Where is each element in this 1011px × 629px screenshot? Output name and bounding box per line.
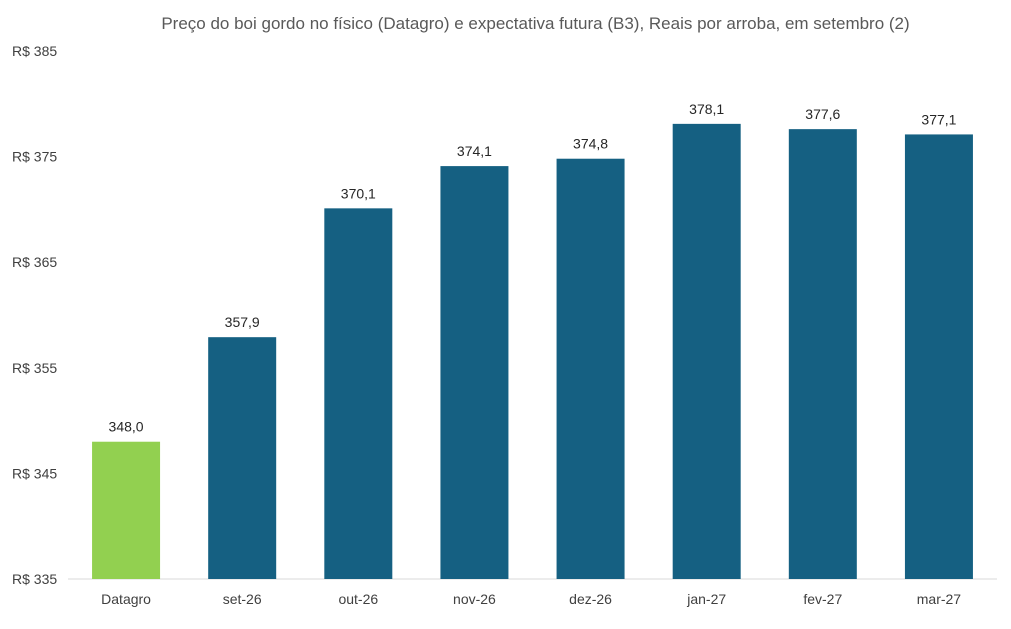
x-tick-label: fev-27 [803, 591, 842, 607]
y-tick-label: R$ 345 [12, 465, 57, 481]
bar [672, 123, 741, 579]
y-tick-label: R$ 365 [12, 254, 57, 270]
y-axis-tick-labels: R$ 335 R$ 345 R$ 355 R$ 365 R$ 375 R$ 385 [12, 43, 57, 587]
data-label: 357,9 [225, 314, 260, 330]
bars-group [92, 123, 973, 580]
x-tick-label: set-26 [223, 591, 262, 607]
bar [324, 208, 393, 579]
y-tick-label: R$ 335 [12, 571, 57, 587]
x-tick-label: Datagro [101, 591, 151, 607]
x-tick-label: jan-27 [686, 591, 726, 607]
data-label: 370,1 [341, 185, 376, 201]
y-tick-label: R$ 355 [12, 360, 57, 376]
bar [904, 134, 973, 579]
bar [440, 166, 509, 579]
bar [556, 158, 625, 579]
x-tick-label: dez-26 [569, 591, 612, 607]
x-axis-category-labels: Datagro set-26 out-26 nov-26 dez-26 jan-27 fev… [101, 591, 961, 607]
bar [92, 441, 161, 579]
y-tick-label: R$ 385 [12, 43, 57, 59]
data-label: 377,1 [921, 111, 956, 127]
data-label: 378,1 [689, 101, 724, 117]
x-tick-label: mar-27 [917, 591, 962, 607]
bar [788, 129, 857, 580]
data-labels-group: 348,0 357,9 370,1 374,1 374,8 378,1 377,6 377,1 [109, 101, 957, 435]
bar [208, 337, 277, 579]
x-tick-label: out-26 [338, 591, 378, 607]
data-label: 348,0 [109, 419, 144, 435]
data-label: 377,6 [805, 106, 840, 122]
x-tick-label: nov-26 [453, 591, 496, 607]
data-label: 374,8 [573, 136, 608, 152]
data-label: 374,1 [457, 143, 492, 159]
y-tick-label: R$ 375 [12, 149, 57, 165]
chart-title: Preço do boi gordo no físico (Datagro) e… [161, 14, 910, 33]
